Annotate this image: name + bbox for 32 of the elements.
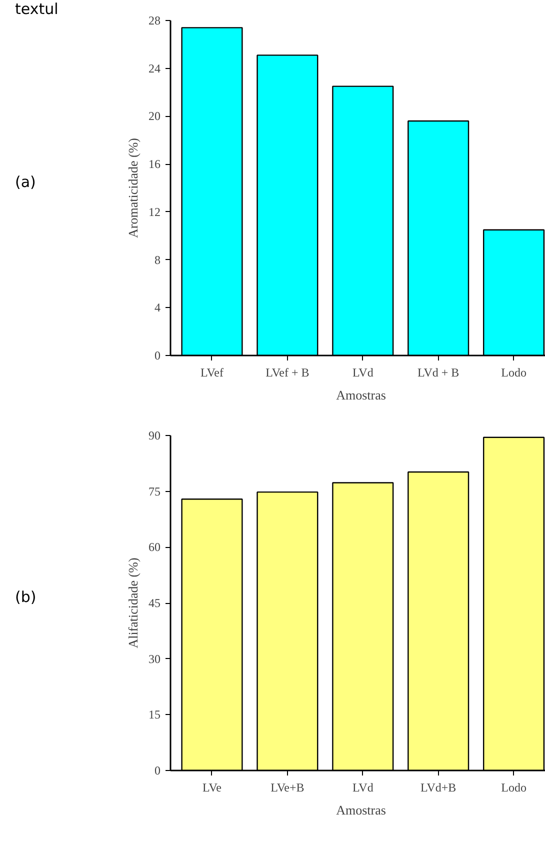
x-tick-label: Lodo — [501, 366, 526, 380]
x-tick-label: LVd — [352, 780, 374, 794]
x-tick-label: LVe — [202, 780, 222, 794]
y-tick-label: 0 — [154, 764, 160, 778]
y-tick-label: 75 — [148, 484, 160, 498]
y-tick-label: 12 — [148, 204, 160, 219]
y-tick-label: 0 — [154, 348, 160, 362]
y-tick-label: 60 — [148, 540, 160, 554]
y-tick-label: 16 — [148, 157, 160, 172]
x-tick-label: LVef + B — [266, 366, 310, 380]
y-tick-label: 20 — [148, 109, 160, 124]
text: (b) — [15, 587, 36, 608]
y-axis-title: Alifaticidade (%) — [126, 558, 140, 648]
x-axis-title: Amostras — [336, 802, 386, 818]
x-tick-label: LVef — [200, 366, 224, 380]
y-tick-label: 15 — [148, 708, 160, 722]
y-tick-label: 30 — [148, 652, 160, 666]
text: (a) — [15, 172, 36, 193]
y-tick-label: 45 — [148, 596, 160, 610]
x-tick-label: Lodo — [501, 780, 526, 794]
y-tick-label: 4 — [154, 300, 160, 315]
x-tick-label: LVd + B — [418, 366, 460, 380]
y-tick-label: 90 — [148, 428, 160, 442]
x-tick-label: LVd+B — [420, 780, 456, 794]
x-axis-title: Amostras — [336, 388, 386, 402]
x-tick-label: LVe+B — [270, 780, 304, 794]
y-tick-label: 24 — [148, 61, 160, 76]
x-tick-label: LVd — [352, 366, 374, 380]
y-tick-label: 28 — [148, 14, 160, 28]
text: textul — [15, 0, 58, 20]
y-tick-label: 8 — [154, 252, 160, 267]
y-axis-title: Aromaticidade (%) — [126, 138, 140, 238]
